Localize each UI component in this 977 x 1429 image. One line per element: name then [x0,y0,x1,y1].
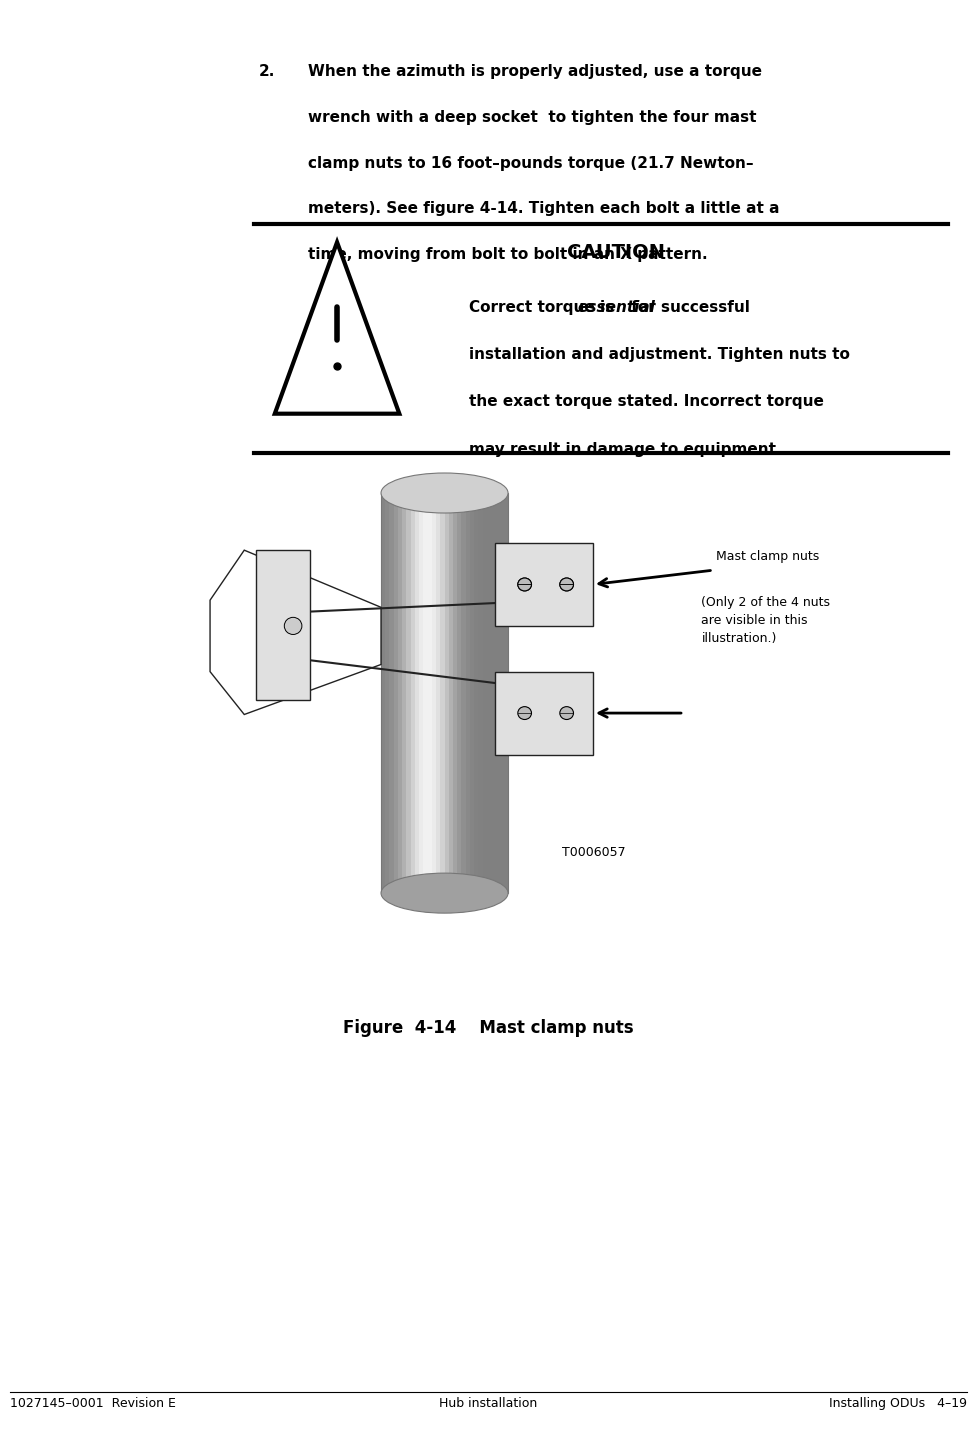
Ellipse shape [518,577,531,592]
Bar [495,672,593,755]
Text: T0006057: T0006057 [562,846,625,859]
Text: When the azimuth is properly adjusted, use a torque: When the azimuth is properly adjusted, u… [308,64,762,79]
Bar [453,493,457,893]
Text: essential: essential [577,300,655,314]
Bar [461,493,466,893]
Text: the exact torque stated. Incorrect torque: the exact torque stated. Incorrect torqu… [469,394,824,409]
Bar [394,493,398,893]
Text: Figure  4-14    Mast clamp nuts: Figure 4-14 Mast clamp nuts [343,1019,634,1037]
Bar [432,493,436,893]
Text: 2.: 2. [259,64,276,79]
Bar [419,493,423,893]
Bar [256,550,310,700]
Text: for successful: for successful [626,300,750,314]
Bar [466,493,470,893]
Bar [495,493,499,893]
Bar [487,493,491,893]
Bar [436,493,441,893]
Text: clamp nuts to 16 foot–pounds torque (21.7 Newton–: clamp nuts to 16 foot–pounds torque (21.… [308,156,753,170]
Text: wrench with a deep socket  to tighten the four mast: wrench with a deep socket to tighten the… [308,110,756,124]
Bar [495,543,593,626]
Text: Correct torque is: Correct torque is [469,300,619,314]
Ellipse shape [284,617,302,634]
Text: 1027145–0001  Revision E: 1027145–0001 Revision E [10,1398,176,1410]
Text: (Only 2 of the 4 nuts
are visible in this
illustration.): (Only 2 of the 4 nuts are visible in thi… [701,596,830,644]
Bar [390,493,394,893]
Ellipse shape [560,707,573,720]
Bar [470,493,474,893]
Bar [410,493,415,893]
Bar [385,493,390,893]
Ellipse shape [560,577,573,592]
Polygon shape [275,243,400,414]
Text: may result in damage to equipment.: may result in damage to equipment. [469,442,782,456]
Bar [491,493,495,893]
Bar [381,493,385,893]
Bar [457,493,461,893]
Bar [483,493,487,893]
Text: meters). See figure 4-14. Tighten each bolt a little at a: meters). See figure 4-14. Tighten each b… [308,201,780,216]
Polygon shape [210,550,381,714]
Ellipse shape [518,707,531,720]
Text: Hub installation: Hub installation [440,1398,537,1410]
Text: CAUTION: CAUTION [567,243,664,262]
Bar [381,493,508,893]
Ellipse shape [518,577,531,592]
Text: installation and adjustment. Tighten nuts to: installation and adjustment. Tighten nut… [469,347,850,362]
Bar [499,493,504,893]
Bar [403,493,406,893]
Ellipse shape [381,873,508,913]
Ellipse shape [560,577,573,592]
Bar [445,493,448,893]
Bar [406,493,410,893]
Bar [398,493,403,893]
Bar [504,493,508,893]
Bar [474,493,479,893]
Bar [448,493,453,893]
Text: Installing ODUs   4–19: Installing ODUs 4–19 [829,1398,967,1410]
Bar [423,493,428,893]
Text: time, moving from bolt to bolt in an X pattern.: time, moving from bolt to bolt in an X p… [308,247,707,262]
Bar [415,493,419,893]
Ellipse shape [381,473,508,513]
Bar [428,493,432,893]
Text: Mast clamp nuts: Mast clamp nuts [716,550,820,563]
Bar [479,493,483,893]
Bar [441,493,445,893]
